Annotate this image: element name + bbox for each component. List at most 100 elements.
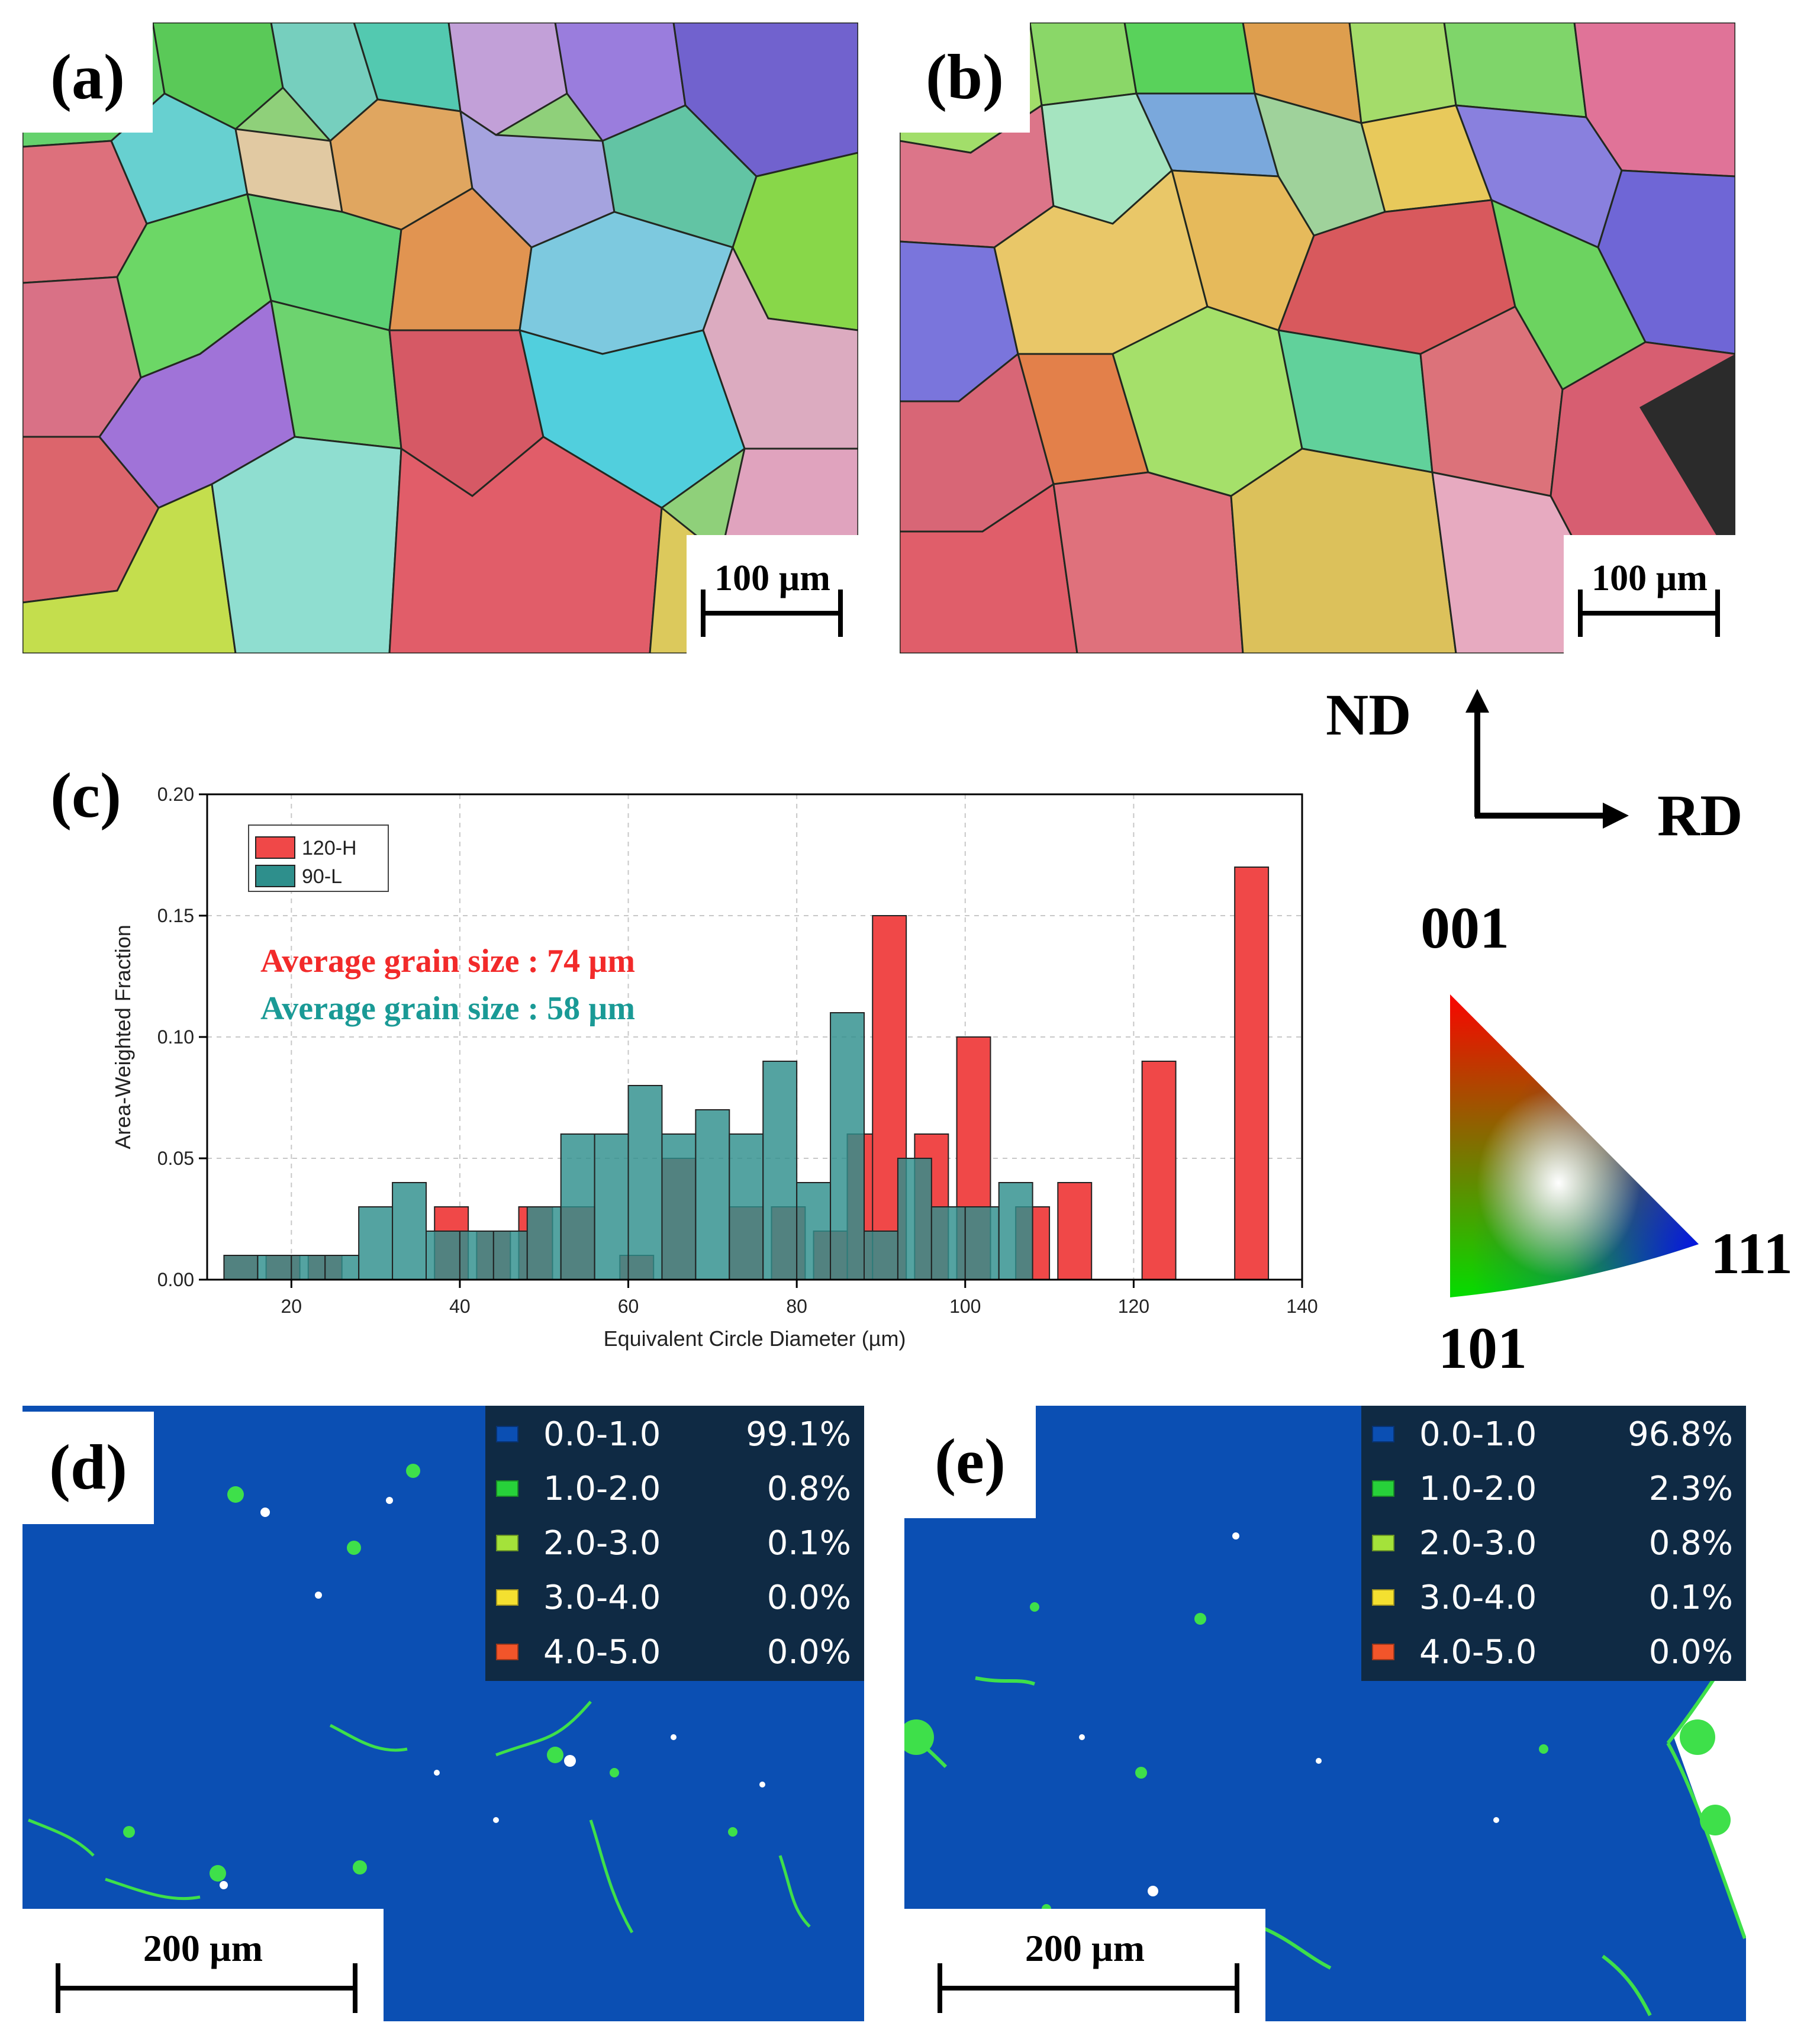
bar-90-L (796, 1182, 832, 1280)
scalebar-a-text: 100 µm (714, 558, 830, 598)
kam-d-boundary (105, 1877, 201, 1901)
kam-legend-percent: 0.0% (766, 1632, 851, 1671)
kam-legend-e: 0.0-1.0 96.8% 1.0-2.0 2.3% 2.0-3.0 0.8% 3.0… (1361, 1406, 1746, 1681)
kam-legend-swatch (496, 1644, 518, 1660)
bar-90-L (492, 1231, 528, 1280)
y-tick-label: 0.20 (157, 784, 194, 805)
scalebar-e: 200 µm (904, 1909, 1265, 2021)
kam-legend-range: 0.0-1.0 (1419, 1415, 1537, 1454)
kam-legend-e-row: 4.0-5.0 0.0% (1361, 1625, 1746, 1679)
scalebar-b-tick-right (1715, 590, 1720, 637)
kam-legend-percent: 0.1% (1648, 1578, 1733, 1617)
ipf-label-001: 001 (1420, 895, 1509, 961)
bar-120-H (1234, 867, 1270, 1280)
rd-arrowhead (1603, 803, 1629, 829)
scalebar-b-line (1578, 611, 1720, 616)
bar-90-L (526, 1206, 562, 1280)
kam-legend-d-row: 2.0-3.0 0.1% (485, 1516, 864, 1570)
bar-90-L (257, 1255, 292, 1280)
kam-legend-swatch (496, 1426, 518, 1442)
kam-legend-d: 0.0-1.0 99.1% 1.0-2.0 0.8% 2.0-3.0 0.1% 3.0… (485, 1406, 864, 1681)
legend-label-90-L: 90-L (302, 865, 342, 888)
kam-legend-swatch (1372, 1480, 1394, 1497)
bar-90-L (661, 1133, 697, 1280)
kam-legend-d-row: 3.0-4.0 0.0% (485, 1570, 864, 1625)
scalebar-a-tick-left (701, 590, 706, 637)
bar-90-L (459, 1231, 494, 1280)
bar-90-L (897, 1158, 932, 1280)
x-tick-label: 60 (618, 1296, 639, 1317)
scalebar-d-tick-right (353, 1963, 357, 2013)
kam-e-unindexed-region (1674, 1631, 1746, 1938)
kam-legend-range: 3.0-4.0 (543, 1578, 661, 1617)
panel-b-label: (b) (900, 22, 1030, 133)
kam-legend-d-row: 1.0-2.0 0.8% (485, 1461, 864, 1516)
kam-legend-range: 2.0-3.0 (1419, 1524, 1537, 1563)
grain-size-chart: 20 40 60 80 100 120 140 0.00 0.05 0.10 0.15 0.20 Equ… (111, 784, 1318, 1351)
y-tick-label: 0.10 (157, 1026, 194, 1048)
kam-d-boundary (28, 1818, 95, 1857)
bar-90-L (627, 1085, 663, 1280)
avg-grain-size-annotation: Average grain size : 58 µm (260, 990, 635, 1027)
nd-label: ND (1326, 682, 1412, 748)
panel-e-label: (e) (904, 1406, 1036, 1518)
kam-legend-e-row: 1.0-2.0 2.3% (1361, 1461, 1746, 1516)
bar-90-L (695, 1109, 730, 1280)
legend-label-120-H: 120-H (302, 837, 357, 859)
kam-legend-range: 1.0-2.0 (1419, 1469, 1537, 1508)
x-tick-label: 120 (1118, 1296, 1149, 1317)
kam-e-boundary (1602, 1954, 1652, 2017)
scalebar-b-tick-left (1578, 590, 1583, 637)
kam-e-boundary (1258, 1925, 1332, 1970)
y-axis-label: Area-Weighted Fraction (111, 925, 135, 1149)
kam-legend-percent: 0.8% (1648, 1524, 1733, 1563)
bar-90-L (392, 1182, 427, 1280)
bar-90-L (830, 1012, 865, 1280)
x-axis-label: Equivalent Circle Diameter (µm) (604, 1326, 906, 1351)
panel-e-label-text: (e) (935, 1426, 1006, 1497)
kam-legend-percent: 99.1% (746, 1415, 851, 1454)
bar-90-L (358, 1206, 394, 1280)
legend-swatch-90-L (255, 865, 295, 887)
bar-90-L (291, 1255, 326, 1280)
kam-legend-percent: 2.3% (1648, 1469, 1733, 1508)
kam-legend-swatch (496, 1589, 518, 1606)
scalebar-e-text: 200 µm (1025, 1927, 1145, 1969)
legend-swatch-120-H (255, 836, 295, 859)
kam-legend-percent: 0.0% (1648, 1632, 1733, 1671)
panel-c-label-text: (c) (50, 761, 121, 831)
kam-legend-range: 1.0-2.0 (543, 1469, 661, 1508)
x-tick-label: 40 (449, 1296, 471, 1317)
bar-90-L (762, 1061, 798, 1280)
ipf-label-111: 111 (1711, 1220, 1793, 1286)
x-tick-label: 20 (281, 1296, 302, 1317)
grain-map-b-dark-region (1639, 354, 1735, 567)
kam-d-boundary (495, 1700, 592, 1757)
kam-legend-range: 3.0-4.0 (1419, 1578, 1537, 1617)
kam-legend-swatch (1372, 1644, 1394, 1660)
kam-legend-percent: 0.1% (766, 1524, 851, 1563)
scalebar-e-line (938, 1986, 1239, 1991)
kam-legend-swatch (496, 1535, 518, 1551)
y-tick-label: 0.05 (157, 1148, 194, 1169)
kam-legend-e-row: 0.0-1.0 96.8% (1361, 1407, 1746, 1461)
x-tick-label: 140 (1286, 1296, 1318, 1317)
kam-legend-e-row: 2.0-3.0 0.8% (1361, 1516, 1746, 1570)
kam-legend-d-row: 0.0-1.0 99.1% (485, 1407, 864, 1461)
ipf-triangle (1450, 994, 1699, 1297)
bar-90-L (594, 1133, 629, 1280)
panel-d-label: (d) (22, 1412, 154, 1524)
bar-90-L (964, 1206, 1000, 1280)
bar-90-L (930, 1206, 966, 1280)
panel-b-label-text: (b) (926, 42, 1004, 112)
kam-legend-e-row: 3.0-4.0 0.1% (1361, 1570, 1746, 1625)
bar-90-L (729, 1133, 764, 1280)
kam-e-boundary (975, 1676, 1035, 1686)
kam-legend-percent: 0.0% (766, 1578, 851, 1617)
bar-120-H (1057, 1182, 1093, 1280)
kam-legend-range: 4.0-5.0 (1419, 1632, 1537, 1671)
rd-label: RD (1657, 782, 1743, 848)
kam-legend-range: 2.0-3.0 (543, 1524, 661, 1563)
kam-d-boundary (589, 1819, 634, 1934)
bar-90-L (324, 1255, 360, 1280)
